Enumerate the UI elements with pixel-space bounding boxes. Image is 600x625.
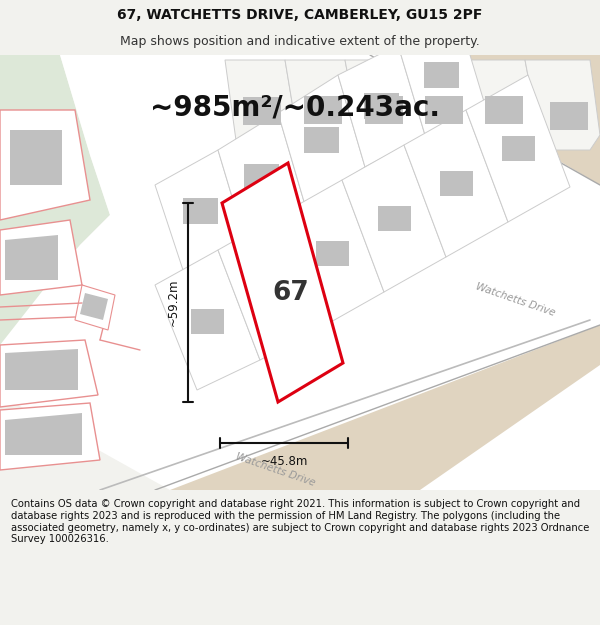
Polygon shape: [5, 349, 78, 390]
Polygon shape: [525, 60, 600, 150]
Polygon shape: [380, 55, 600, 185]
Polygon shape: [0, 55, 110, 345]
Polygon shape: [0, 220, 82, 295]
Polygon shape: [285, 60, 362, 150]
Polygon shape: [365, 96, 403, 124]
Polygon shape: [254, 276, 287, 301]
Text: 67, WATCHETTS DRIVE, CAMBERLEY, GU15 2PF: 67, WATCHETTS DRIVE, CAMBERLEY, GU15 2PF: [118, 8, 482, 22]
Polygon shape: [5, 235, 58, 280]
Polygon shape: [405, 60, 482, 150]
Polygon shape: [278, 75, 365, 205]
Polygon shape: [425, 96, 463, 124]
Polygon shape: [0, 55, 600, 490]
Polygon shape: [439, 171, 473, 196]
Text: 67: 67: [272, 280, 309, 306]
Polygon shape: [183, 198, 218, 224]
Polygon shape: [338, 45, 425, 167]
Text: ~59.2m: ~59.2m: [167, 279, 180, 326]
Polygon shape: [304, 127, 339, 153]
Polygon shape: [377, 206, 410, 231]
Polygon shape: [222, 163, 343, 402]
Polygon shape: [280, 180, 384, 327]
Polygon shape: [424, 62, 459, 88]
Polygon shape: [550, 102, 589, 130]
Polygon shape: [244, 164, 279, 190]
Text: ~985m²/~0.243ac.: ~985m²/~0.243ac.: [150, 93, 440, 121]
Polygon shape: [502, 136, 535, 161]
Polygon shape: [225, 60, 300, 155]
Text: Map shows position and indicative extent of the property.: Map shows position and indicative extent…: [120, 35, 480, 48]
Polygon shape: [404, 110, 508, 257]
Polygon shape: [465, 60, 542, 150]
Text: Contains OS data © Crown copyright and database right 2021. This information is : Contains OS data © Crown copyright and d…: [11, 499, 589, 544]
Text: Watchetts Drive: Watchetts Drive: [234, 452, 316, 488]
Polygon shape: [316, 241, 349, 266]
Polygon shape: [5, 413, 82, 455]
Polygon shape: [466, 75, 570, 222]
Polygon shape: [0, 110, 90, 220]
Polygon shape: [155, 250, 260, 390]
Polygon shape: [75, 285, 115, 330]
Polygon shape: [364, 92, 399, 119]
Polygon shape: [10, 130, 62, 185]
Polygon shape: [218, 215, 322, 360]
Polygon shape: [100, 325, 600, 490]
Text: ~45.8m: ~45.8m: [260, 455, 308, 468]
Polygon shape: [345, 60, 422, 150]
Polygon shape: [304, 96, 342, 124]
Polygon shape: [155, 150, 245, 270]
Polygon shape: [243, 98, 281, 125]
Polygon shape: [398, 15, 485, 135]
Polygon shape: [342, 145, 446, 292]
Polygon shape: [191, 309, 224, 334]
Polygon shape: [218, 113, 305, 240]
Text: Watchetts Drive: Watchetts Drive: [474, 282, 556, 318]
Polygon shape: [485, 96, 523, 124]
Polygon shape: [80, 293, 108, 320]
Polygon shape: [0, 403, 100, 470]
Polygon shape: [0, 340, 98, 407]
